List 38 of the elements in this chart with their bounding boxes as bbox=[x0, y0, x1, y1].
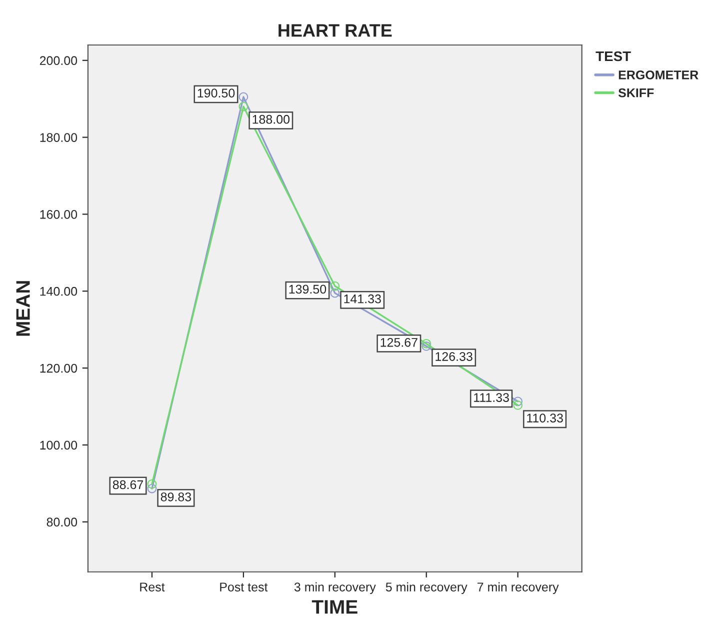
x-tick-label: 3 min recovery bbox=[294, 582, 376, 594]
legend-title: TEST bbox=[596, 51, 631, 62]
point bbox=[513, 396, 523, 406]
data-label: 141.33 bbox=[344, 294, 381, 304]
x-tick-label: Post test bbox=[220, 582, 268, 592]
point bbox=[422, 339, 432, 348]
data-label: 125.67 bbox=[380, 338, 418, 347]
point bbox=[238, 92, 248, 102]
y-tick-label: 100.00 bbox=[40, 440, 78, 450]
x-axis-title: TIME bbox=[312, 600, 358, 614]
chart-title: HEART RATE bbox=[278, 24, 392, 37]
x-tick-label: 7 min recovery bbox=[477, 582, 559, 594]
point bbox=[147, 484, 157, 494]
y-axis-title: MEAN bbox=[16, 281, 30, 336]
data-label: 88.67 bbox=[112, 480, 144, 490]
point bbox=[513, 400, 523, 410]
y-tick-label: 140.00 bbox=[40, 286, 78, 296]
point bbox=[147, 479, 157, 489]
data-label: 110.33 bbox=[527, 414, 563, 422]
data-label: 190.50 bbox=[198, 88, 235, 98]
x-tick-label: 5 min recovery bbox=[386, 582, 468, 594]
y-tick-label: 200.00 bbox=[40, 56, 78, 66]
data-label: 111.33 bbox=[474, 393, 509, 402]
x-tick-label: Rest bbox=[140, 582, 165, 592]
data-label: 89.83 bbox=[160, 492, 192, 502]
point bbox=[330, 281, 340, 291]
point bbox=[330, 288, 340, 298]
data-label: 139.50 bbox=[289, 284, 326, 294]
y-tick-label: 120.00 bbox=[40, 364, 78, 373]
point bbox=[238, 102, 248, 112]
y-tick-label: 160.00 bbox=[40, 210, 78, 219]
data-label: 188.00 bbox=[252, 114, 290, 124]
y-tick-label: 80.00 bbox=[46, 518, 78, 527]
legend-label: SKIFF bbox=[618, 88, 654, 98]
legend-label: ERGOMETER bbox=[618, 70, 698, 80]
y-tick-label: 180.00 bbox=[40, 133, 78, 142]
point bbox=[422, 342, 432, 351]
data-label: 126.33 bbox=[436, 352, 472, 361]
